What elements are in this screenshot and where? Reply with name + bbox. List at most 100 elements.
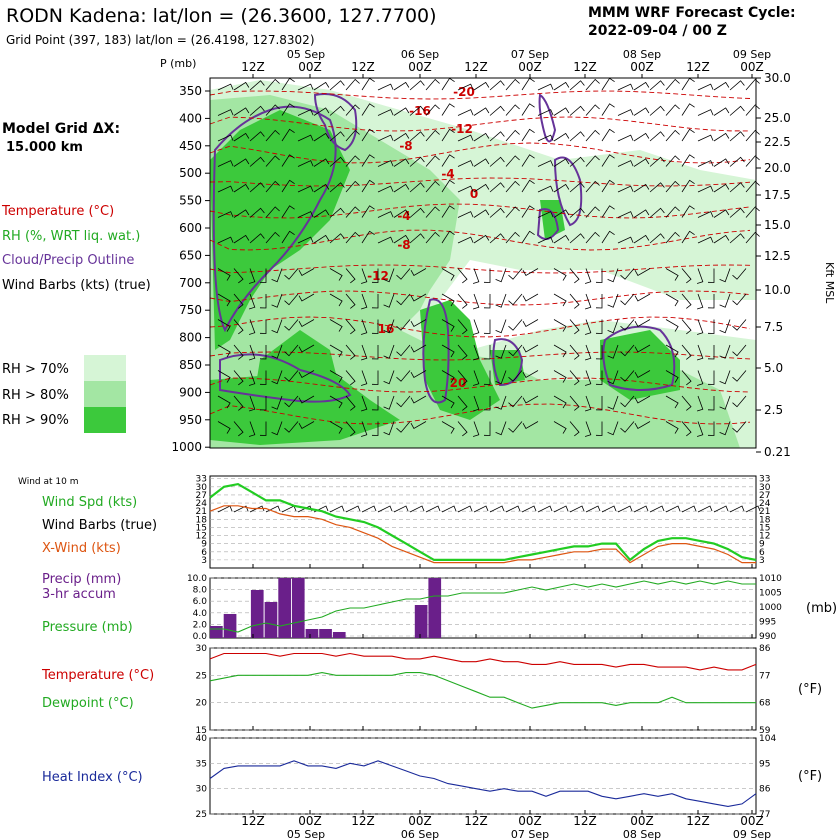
wind-barb bbox=[585, 231, 600, 244]
wind-barb bbox=[329, 395, 343, 409]
wind-barb bbox=[441, 103, 455, 116]
wind-barb bbox=[569, 395, 580, 411]
wind-tick-label-right: 30 bbox=[759, 483, 771, 493]
wind-barb bbox=[284, 344, 299, 357]
wind-barb bbox=[313, 132, 330, 142]
wind-barb bbox=[607, 268, 619, 283]
time-label-top: 12Z bbox=[351, 60, 375, 74]
wind-barb bbox=[620, 395, 635, 408]
wind-barb bbox=[537, 160, 554, 167]
wind-barb bbox=[584, 319, 592, 335]
wind-barb bbox=[681, 370, 692, 386]
wind-barb bbox=[425, 155, 440, 167]
wind-barb bbox=[595, 345, 603, 360]
wind-barb bbox=[297, 211, 314, 218]
wind-barb-10m bbox=[505, 505, 521, 513]
wind-barb bbox=[217, 344, 231, 358]
precip-tick-label: 0.0 bbox=[193, 632, 208, 642]
legend-heat-index: Heat Index (°C) bbox=[42, 770, 143, 785]
wind-barb bbox=[634, 421, 651, 430]
wind-barb bbox=[249, 182, 265, 193]
wind-tick-label-right: 18 bbox=[759, 515, 771, 525]
legend-pressure: Pressure (mb) bbox=[42, 620, 133, 635]
wind-barb-10m bbox=[489, 505, 505, 513]
wind-barb bbox=[495, 319, 507, 334]
wind-tick-label-right: 3 bbox=[759, 556, 765, 566]
wind-barb bbox=[410, 344, 427, 353]
wind-barb bbox=[281, 205, 295, 218]
wind-barb bbox=[217, 370, 231, 383]
pressure-tick-label: 600 bbox=[179, 221, 202, 235]
wind-barb bbox=[298, 344, 315, 353]
wind-barb bbox=[393, 132, 410, 142]
wind-barb bbox=[259, 370, 267, 385]
wind-barb bbox=[217, 109, 234, 116]
isotherm-line bbox=[209, 142, 751, 164]
wind-barb bbox=[329, 293, 343, 307]
wind-barb bbox=[265, 155, 280, 167]
wind-barb bbox=[537, 109, 554, 116]
wind-barb bbox=[505, 78, 520, 91]
legend-precip: Precip (mm) bbox=[42, 572, 121, 587]
date-label-top: 08 Sep bbox=[623, 48, 661, 61]
rh90-region bbox=[600, 330, 680, 400]
wind-barb bbox=[329, 370, 343, 383]
heat-tick-label-f: 104 bbox=[759, 734, 776, 744]
wind-barb bbox=[553, 421, 567, 434]
wind-barb bbox=[409, 156, 425, 167]
wind-barb bbox=[665, 268, 679, 281]
wind-barb bbox=[425, 104, 440, 116]
wind-barb bbox=[649, 233, 665, 244]
wind-barb bbox=[396, 421, 411, 433]
wind-barb bbox=[265, 206, 280, 218]
wind-barb bbox=[371, 421, 379, 436]
wind-barb bbox=[248, 370, 256, 386]
wind-barb bbox=[233, 344, 244, 360]
wind-barb bbox=[441, 205, 455, 218]
wind-barb-10m bbox=[681, 505, 697, 513]
wind-barb bbox=[281, 128, 295, 142]
wind-barb bbox=[345, 395, 356, 411]
wind-barb bbox=[697, 185, 714, 193]
wind-barb bbox=[649, 105, 665, 116]
wind-barb bbox=[329, 421, 343, 434]
wind-barb bbox=[719, 395, 731, 410]
wind-barb bbox=[707, 396, 715, 411]
precip-bar bbox=[250, 590, 264, 638]
time-label-top: 00Z bbox=[740, 60, 764, 74]
wind-barb bbox=[383, 370, 395, 385]
temp-tick-label-f: 77 bbox=[759, 671, 770, 681]
wind-barb bbox=[732, 293, 747, 306]
wind-barb bbox=[313, 158, 330, 167]
wind-barb bbox=[473, 107, 490, 116]
wind-barb bbox=[505, 206, 520, 218]
precip-bar bbox=[305, 629, 319, 638]
wind-tick-label-left: 18 bbox=[196, 515, 208, 525]
height-tick-label: 25.0 bbox=[764, 111, 791, 125]
wind-barb bbox=[329, 182, 345, 193]
wind-barb bbox=[595, 268, 603, 283]
time-label-bottom: 12Z bbox=[464, 814, 488, 828]
wind-barb bbox=[345, 78, 360, 91]
isotherm-label: -8 bbox=[399, 139, 412, 153]
wind-barb bbox=[410, 319, 427, 328]
wind-barb-10m bbox=[617, 505, 633, 513]
legend-barbs: Wind Barbs (kts) (true) bbox=[2, 278, 151, 293]
wind-barb bbox=[665, 370, 679, 383]
wind-barb bbox=[617, 83, 634, 91]
pressure-line bbox=[210, 580, 756, 633]
wind-barb bbox=[249, 156, 265, 167]
wind-barb bbox=[569, 268, 580, 284]
wind-barb bbox=[360, 268, 368, 284]
wind-barb bbox=[473, 132, 490, 142]
wind-barb bbox=[569, 370, 580, 386]
wind-barb bbox=[371, 319, 379, 334]
wind-barb bbox=[489, 105, 505, 116]
wind-barb bbox=[425, 206, 440, 218]
wind-barb bbox=[425, 180, 440, 193]
wind-barb bbox=[345, 206, 360, 218]
wind-barb bbox=[457, 370, 468, 386]
wind-barb bbox=[505, 231, 520, 244]
rh80-swatch bbox=[84, 381, 126, 407]
isotherm-line bbox=[209, 290, 751, 306]
